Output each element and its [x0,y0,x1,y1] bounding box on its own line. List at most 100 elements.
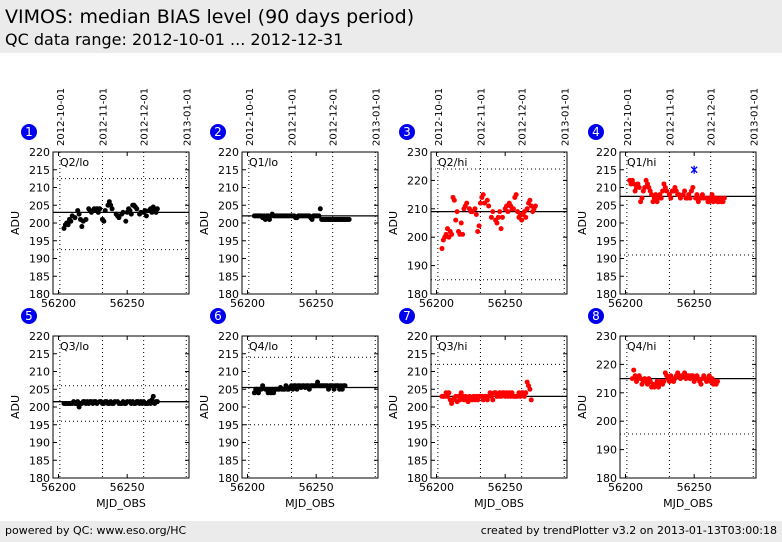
panel-1-data-point [83,216,89,222]
panel-8-badge-circle [588,308,604,324]
panel-3-y-tick-label: 200 [407,231,428,244]
panel-7-y-tick-label: 195 [407,419,428,432]
panel-3-data-point [486,203,492,209]
panel-2-y-tick-label: 195 [218,235,239,248]
panel-3-data-point [488,214,494,220]
panel-1-x-tick-label: 56200 [41,297,76,310]
panel-5-data-point [154,399,160,405]
panel-3-data-point [458,220,464,226]
panel-3-data-point [510,206,516,212]
panel-1-data-point [134,206,140,212]
panel-3-data-point [494,220,500,226]
panel-8-data-point [698,381,704,387]
panel-2-series-label: Q1/lo [249,156,278,169]
panel-1-data-point [101,218,107,224]
panel-8-series-label: Q4/hi [627,340,656,353]
panel-1-badge-circle [21,124,37,140]
panel-4-date-tick-label: 2012-11-01 [665,88,676,146]
panel-7-x-tick-label: 56250 [488,481,523,494]
panel-1-date-tick-label: 2012-10-01 [56,88,67,146]
panel-4-data-point [682,188,688,194]
panel-1-data-point [128,211,134,217]
panel-5-y-tick-label: 210 [29,366,50,379]
panel-4-y-tick-label: 180 [596,288,617,301]
panel-7-data-point [527,386,533,392]
panel-7-data-point [490,397,496,403]
panel-2-date-tick-label: 2012-12-01 [329,88,340,146]
panel-3-data-point [495,214,501,220]
panel-4-y-tick-label: 185 [596,270,617,283]
panel-5-x-axis-label: MJD_OBS [96,497,146,510]
panel-2-date-tick-label: 2012-11-01 [287,88,298,146]
panel-6-x-axis-label: MJD_OBS [285,497,335,510]
panel-2-y-tick-label: 190 [218,253,239,266]
panel-4-y-tick-label: 220 [596,146,617,159]
panel-7-data-point [457,397,463,403]
panel-4-y-tick-label: 215 [596,164,617,177]
panel-4-data-point [658,195,664,201]
panel-4-series-label: Q1/hi [627,156,656,169]
panel-5-x-tick-label: 56200 [41,481,76,494]
panel-1-data-point [143,213,149,219]
panel-3-data-point [472,206,478,212]
panel-6-y-tick-label: 185 [218,454,239,467]
panel-5-y-tick-label: 180 [29,472,50,485]
panel-3-data-point [460,231,466,237]
panel-5-y-axis-label: ADU [9,395,22,419]
panel-6-y-tick-label: 180 [218,472,239,485]
panel-8-y-tick-label: 200 [596,415,617,428]
panel-5-y-tick-label: 185 [29,454,50,467]
panel-4-data-point [642,185,648,190]
panel-3-data-point [480,192,486,198]
panel-7-data-point [465,399,471,405]
panel-3-date-tick-label: 2012-10-01 [434,88,445,146]
panel-2-date-tick-label: 2012-10-01 [245,88,256,146]
panel-7-x-tick-label: 56200 [419,481,454,494]
panel-5-y-tick-label: 200 [29,401,50,414]
panel-3-badge-number: 3 [403,125,411,139]
panel-1-data-point [120,209,126,215]
panel-4-y-axis-label: ADU [576,211,589,235]
panel-6-data-point [260,383,266,389]
panel-7-x-axis-label: MJD_OBS [474,497,524,510]
panel-6-y-tick-label: 220 [218,330,239,343]
panel-4-y-tick-label: 200 [596,217,617,230]
panel-4-date-tick-label: 2012-12-01 [707,88,718,146]
panel-6-y-tick-label: 190 [218,437,239,450]
panel-4-plot-frame [619,151,757,295]
footer-credit: powered by QC: www.eso.org/HC [5,524,187,537]
panel-1-date-tick-label: 2012-11-01 [98,88,109,146]
panel-4-badge-circle [588,124,604,140]
panel-1-y-tick-label: 220 [29,146,50,159]
panel-1-x-tick-label: 56250 [110,297,145,310]
panel-4-data-point [664,188,670,194]
panel-6-badge-circle [210,308,226,324]
panel-2-y-tick-label: 180 [218,288,239,301]
panel-1-plot-frame [52,151,190,295]
panel-1-y-tick-label: 215 [29,164,50,177]
panel-5-plot-frame [52,335,190,479]
panel-4-y-tick-label: 195 [596,235,617,248]
panel-3-plot-frame [430,151,568,295]
panel-3-y-tick-label: 220 [407,174,428,187]
panel-8-data-point [715,378,721,384]
panel-4-date-tick-label: 2013-01-01 [749,88,760,146]
panel-3-data-point [532,203,538,209]
panel-3-data-point [477,200,483,206]
panel-1-series-label: Q2/lo [60,156,89,169]
panel-7-badge-number: 7 [403,309,411,323]
panel-8-plot-frame [619,335,757,479]
panel-4-data-point [631,181,637,187]
panel-1-data-point [88,209,94,215]
panel-7-data-point [528,397,534,403]
panel-7-y-tick-label: 205 [407,383,428,396]
panel-7-y-tick-label: 190 [407,437,428,450]
panel-1-data-point [65,222,71,228]
panel-4-data-point [639,195,645,201]
panel-1-data-point [72,215,78,221]
panel-5-y-tick-label: 205 [29,383,50,396]
panel-6-x-tick-label: 56250 [299,481,334,494]
panel-1-data-point [79,224,85,230]
panel-3-data-point [519,217,525,223]
